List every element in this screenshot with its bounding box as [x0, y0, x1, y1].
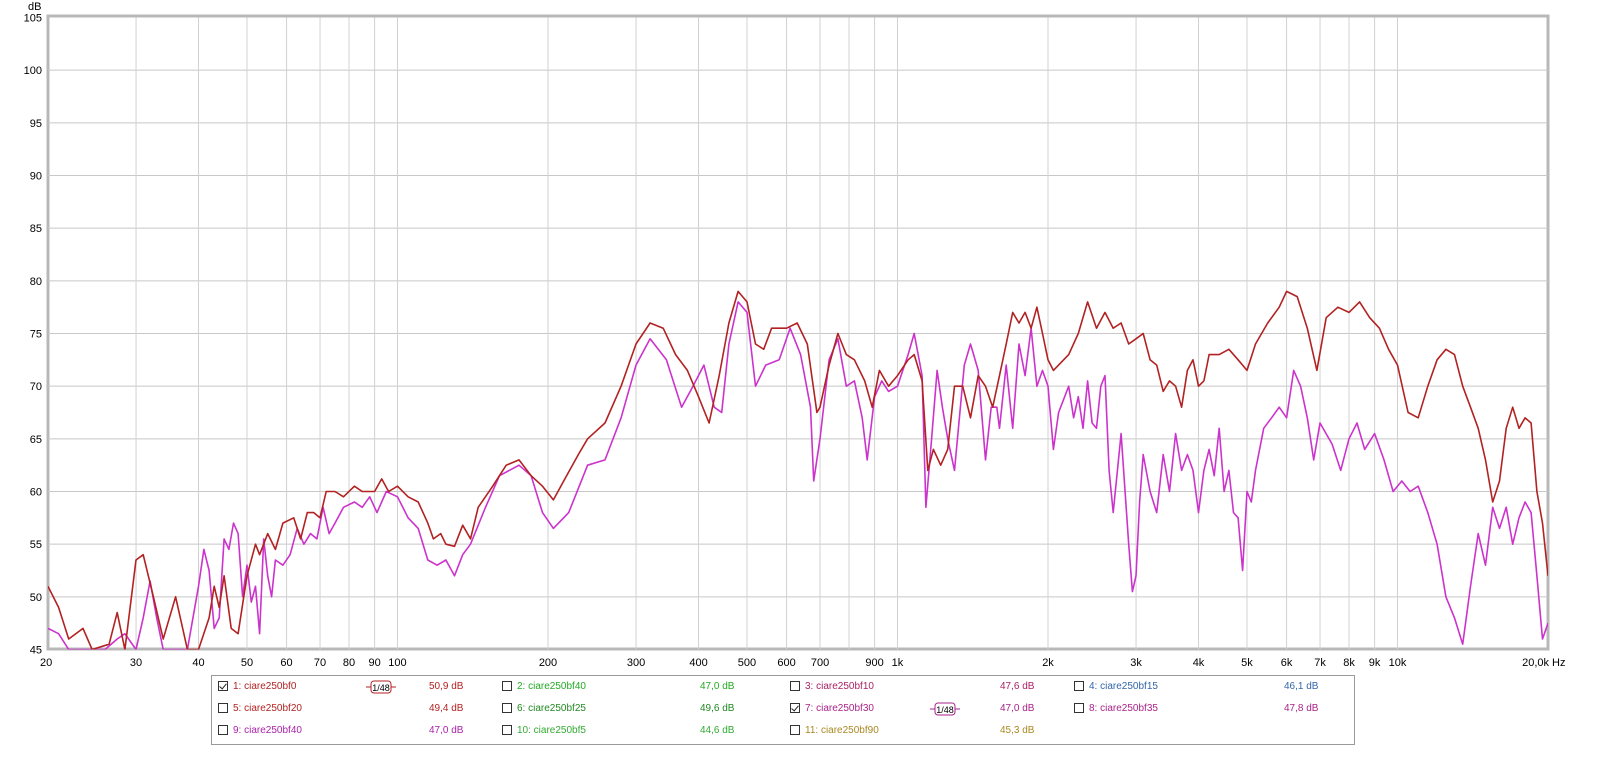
- legend-checkbox[interactable]: [502, 681, 512, 691]
- x-tick-label: 200: [539, 657, 557, 669]
- legend-item: 5: ciare250bf20 49,4 dB: [218, 700, 488, 718]
- legend-checkbox[interactable]: [1074, 703, 1084, 713]
- x-tick-label: 4k: [1193, 657, 1205, 669]
- legend-item: 4: ciare250bf15 46,1 dB: [1074, 678, 1344, 696]
- x-tick-label: 10k: [1389, 657, 1407, 669]
- smoothing-badge: 1/48: [366, 680, 396, 694]
- x-tick-label: 3k: [1130, 657, 1142, 669]
- legend-value: 47,8 dB: [1284, 703, 1319, 714]
- y-axis-label: dB: [28, 1, 41, 13]
- x-tick-label: 90: [368, 657, 380, 669]
- x-tick-label: 1k: [892, 657, 904, 669]
- legend-checkbox[interactable]: [790, 725, 800, 735]
- x-tick-label: 8k: [1343, 657, 1355, 669]
- legend-checkbox[interactable]: [218, 703, 228, 713]
- legend-label: 10: ciare250bf5: [517, 725, 586, 736]
- y-axis-ticks: 105 100 95 90 85 80 75 70 65 60 55 50 45: [24, 13, 42, 657]
- legend-checkbox[interactable]: [790, 681, 800, 691]
- frequency-response-chart: 105 100 95 90 85 80 75 70 65 60 55 50 45 20 30 40 50 60 7…: [24, 1, 1566, 669]
- legend-label: 5: ciare250bf20: [233, 703, 302, 714]
- x-tick-label: 900: [865, 657, 883, 669]
- y-tick-label: 100: [24, 65, 42, 77]
- legend-value: 47,0 dB: [429, 725, 464, 736]
- legend-label: 11: ciare250bf90: [805, 725, 879, 736]
- legend-label: 7: ciare250bf30: [805, 703, 874, 714]
- y-tick-label: 105: [24, 13, 42, 25]
- legend-value: 49,4 dB: [429, 703, 464, 714]
- x-tick-label: 7k: [1314, 657, 1326, 669]
- legend-label: 1: ciare250bf0: [233, 681, 297, 692]
- legend-value: 49,6 dB: [700, 703, 735, 714]
- legend-label: 4: ciare250bf15: [1089, 681, 1158, 692]
- legend-checkbox[interactable]: [1074, 681, 1084, 691]
- x-tick-label: 50: [241, 657, 253, 669]
- legend-value: 47,6 dB: [1000, 681, 1035, 692]
- series-line-1: [48, 290, 1548, 650]
- legend-checkbox[interactable]: [218, 725, 228, 735]
- x-tick-label: 30: [130, 657, 142, 669]
- legend-item: 11: ciare250bf90 45,3 dB: [790, 722, 1060, 740]
- x-tick-label: 300: [627, 657, 645, 669]
- legend-value: 47,0 dB: [700, 681, 735, 692]
- x-tick-label: 2k: [1042, 657, 1054, 669]
- y-tick-label: 60: [30, 487, 42, 499]
- series-lines: [48, 290, 1548, 650]
- legend-item: 8: ciare250bf35 47,8 dB: [1074, 700, 1344, 718]
- x-tick-label: 20,0k: [1522, 657, 1549, 669]
- y-tick-label: 95: [30, 118, 42, 130]
- y-tick-label: 70: [30, 381, 42, 393]
- legend-value: 46,1 dB: [1284, 681, 1319, 692]
- x-tick-label: 60: [280, 657, 292, 669]
- legend-panel: 1: ciare250bf0 1/48 50,9 dB 2: ciare250bf40…: [211, 675, 1355, 745]
- y-tick-label: 50: [30, 592, 42, 604]
- legend-checkbox[interactable]: [218, 681, 228, 691]
- y-tick-label: 75: [30, 329, 42, 341]
- series-line-2: [48, 301, 1548, 650]
- x-tick-label: 700: [811, 657, 829, 669]
- x-tick-label: 500: [738, 657, 756, 669]
- y-tick-label: 45: [30, 645, 42, 657]
- x-tick-label: 400: [689, 657, 707, 669]
- x-tick-label: 9k: [1369, 657, 1381, 669]
- y-tick-label: 65: [30, 434, 42, 446]
- x-tick-label: 100: [388, 657, 406, 669]
- x-tick-label: 6k: [1281, 657, 1293, 669]
- y-tick-label: 85: [30, 223, 42, 235]
- legend-value: 45,3 dB: [1000, 725, 1035, 736]
- legend-value: 47,0 dB: [1000, 703, 1035, 714]
- x-tick-label: 5k: [1241, 657, 1253, 669]
- legend-item: 1: ciare250bf0 1/48 50,9 dB: [218, 678, 488, 696]
- legend-item: 7: ciare250bf30 1/48 47,0 dB: [790, 700, 1060, 718]
- y-tick-label: 80: [30, 276, 42, 288]
- x-tick-label: 70: [314, 657, 326, 669]
- legend-checkbox[interactable]: [502, 703, 512, 713]
- x-axis-ticks: 20 30 40 50 60 70 80 90 100 200 300 400 500 600 700 900…: [40, 657, 1549, 669]
- legend-item: 10: ciare250bf5 44,6 dB: [502, 722, 772, 740]
- legend-label: 6: ciare250bf25: [517, 703, 586, 714]
- legend-item: 9: ciare250bf40 47,0 dB: [218, 722, 488, 740]
- legend-label: 8: ciare250bf35: [1089, 703, 1158, 714]
- legend-item: 6: ciare250bf25 49,6 dB: [502, 700, 772, 718]
- smoothing-badge: 1/48: [930, 702, 960, 716]
- y-tick-label: 90: [30, 171, 42, 183]
- legend-checkbox[interactable]: [502, 725, 512, 735]
- legend-label: 2: ciare250bf40: [517, 681, 586, 692]
- y-tick-label: 55: [30, 539, 42, 551]
- legend-item: 3: ciare250bf10 47,6 dB: [790, 678, 1060, 696]
- x-tick-label: 20: [40, 657, 52, 669]
- x-tick-label: 80: [343, 657, 355, 669]
- legend-value: 44,6 dB: [700, 725, 735, 736]
- plot-border: [46, 14, 1550, 651]
- legend-label: 9: ciare250bf40: [233, 725, 302, 736]
- grid: [48, 17, 1548, 650]
- x-axis-unit: Hz: [1552, 657, 1565, 669]
- legend-item: 2: ciare250bf40 47,0 dB: [502, 678, 772, 696]
- x-tick-label: 40: [192, 657, 204, 669]
- x-tick-label: 600: [777, 657, 795, 669]
- legend-label: 3: ciare250bf10: [805, 681, 874, 692]
- smoothing-label: 1/48: [372, 683, 390, 693]
- legend-value: 50,9 dB: [429, 681, 464, 692]
- smoothing-label: 1/48: [936, 705, 954, 715]
- legend-checkbox[interactable]: [790, 703, 800, 713]
